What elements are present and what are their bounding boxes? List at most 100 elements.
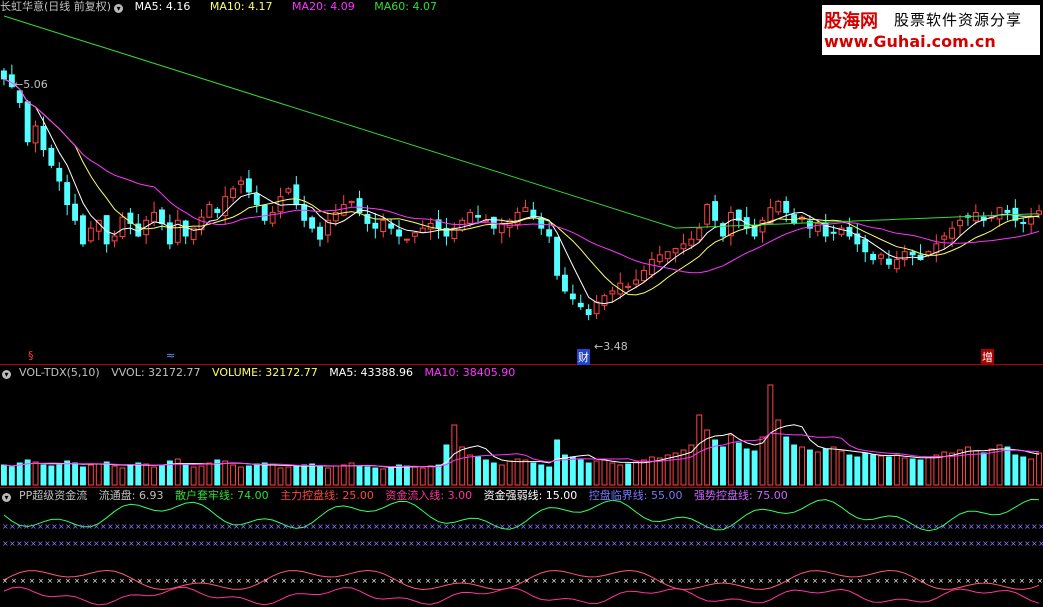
volume-bar xyxy=(680,449,687,486)
svg-text:×: × xyxy=(695,522,702,531)
candle xyxy=(332,203,339,227)
svg-text:×: × xyxy=(497,577,503,585)
svg-text:×: × xyxy=(842,522,849,531)
svg-text:×: × xyxy=(499,539,506,548)
svg-text:×: × xyxy=(219,522,226,531)
svg-text:×: × xyxy=(72,539,79,548)
svg-text:×: × xyxy=(366,522,373,531)
candle xyxy=(996,206,1003,227)
candle xyxy=(269,206,276,227)
low-price-label: ←3.48 xyxy=(594,340,628,353)
svg-text:×: × xyxy=(198,539,205,548)
candle xyxy=(767,198,774,225)
volume-bar xyxy=(419,467,426,486)
volume-bar xyxy=(759,436,766,486)
svg-text:×: × xyxy=(674,539,681,548)
svg-text:×: × xyxy=(2,539,9,548)
candle xyxy=(24,100,31,146)
svg-text:×: × xyxy=(677,577,683,585)
candle xyxy=(419,220,426,233)
svg-text:×: × xyxy=(605,577,611,585)
settings-icon[interactable]: ▾ xyxy=(2,370,11,379)
candle xyxy=(214,206,221,218)
candle xyxy=(348,200,355,207)
svg-text:×: × xyxy=(191,539,198,548)
svg-text:×: × xyxy=(597,522,604,531)
svg-text:×: × xyxy=(709,539,716,548)
fund-strength-line: × × × × × × × × × × × × × × × × × × × × × × × × × × × × × × × × × × × × × × × ×… xyxy=(2,577,1043,585)
svg-text:×: × xyxy=(408,539,415,548)
volume-bar xyxy=(554,439,561,486)
svg-text:×: × xyxy=(877,522,884,531)
svg-text:×: × xyxy=(968,522,975,531)
volume-bar xyxy=(380,468,387,486)
svg-text:×: × xyxy=(548,539,555,548)
svg-text:×: × xyxy=(422,539,429,548)
candle xyxy=(206,201,213,218)
volume-bar xyxy=(459,446,466,486)
candle xyxy=(435,210,442,239)
svg-text:×: × xyxy=(380,539,387,548)
svg-text:×: × xyxy=(156,522,163,531)
svg-text:×: × xyxy=(212,539,219,548)
svg-text:×: × xyxy=(794,577,800,585)
svg-text:×: × xyxy=(492,539,499,548)
svg-text:×: × xyxy=(793,539,800,548)
svg-text:×: × xyxy=(919,539,926,548)
candle xyxy=(783,196,790,223)
candle xyxy=(356,190,363,217)
svg-text:×: × xyxy=(515,577,521,585)
pp-title: PP超级资金流 xyxy=(19,489,88,502)
svg-text:×: × xyxy=(812,577,818,585)
svg-text:×: × xyxy=(128,577,134,585)
svg-text:×: × xyxy=(940,539,947,548)
svg-text:×: × xyxy=(632,522,639,531)
vol-ma5-line xyxy=(3,424,1040,468)
candle xyxy=(577,294,584,310)
svg-text:×: × xyxy=(443,522,450,531)
svg-text:×: × xyxy=(590,539,597,548)
settings-icon[interactable]: ▾ xyxy=(2,493,11,502)
svg-text:×: × xyxy=(506,577,512,585)
event-marker-2[interactable]: ≈ xyxy=(166,349,176,362)
volume-bar xyxy=(941,451,948,486)
svg-text:×: × xyxy=(135,539,142,548)
candle xyxy=(704,203,711,229)
svg-text:×: × xyxy=(947,522,954,531)
svg-text:×: × xyxy=(863,539,870,548)
candle xyxy=(641,265,647,282)
volume-bar xyxy=(332,465,339,486)
svg-text:×: × xyxy=(1003,539,1010,548)
svg-text:×: × xyxy=(275,539,282,548)
svg-text:×: × xyxy=(107,539,114,548)
volume-bar xyxy=(562,454,568,486)
svg-text:×: × xyxy=(37,539,44,548)
svg-text:×: × xyxy=(434,577,440,585)
settings-icon[interactable]: ▾ xyxy=(114,4,124,13)
svg-text:×: × xyxy=(513,539,520,548)
svg-text:×: × xyxy=(835,522,842,531)
event-marker-3[interactable]: 财 xyxy=(577,349,590,365)
candle xyxy=(111,230,118,248)
svg-text:×: × xyxy=(929,577,935,585)
candle xyxy=(427,217,434,240)
event-marker-4[interactable]: 增 xyxy=(981,349,994,365)
svg-text:×: × xyxy=(870,539,877,548)
svg-text:×: × xyxy=(614,577,620,585)
svg-text:×: × xyxy=(534,539,541,548)
volume-bar xyxy=(506,460,513,486)
svg-text:×: × xyxy=(524,577,530,585)
svg-text:×: × xyxy=(716,539,723,548)
ma20-line xyxy=(3,78,1040,274)
volume-bar xyxy=(317,466,323,486)
svg-text:×: × xyxy=(47,577,53,585)
candle xyxy=(554,236,561,280)
svg-text:×: × xyxy=(1017,522,1024,531)
svg-text:×: × xyxy=(485,539,492,548)
svg-text:×: × xyxy=(163,522,170,531)
svg-text:×: × xyxy=(335,577,341,585)
svg-text:×: × xyxy=(443,539,450,548)
svg-text:×: × xyxy=(72,522,79,531)
candle xyxy=(230,185,237,202)
event-marker-1[interactable]: § xyxy=(28,349,34,362)
